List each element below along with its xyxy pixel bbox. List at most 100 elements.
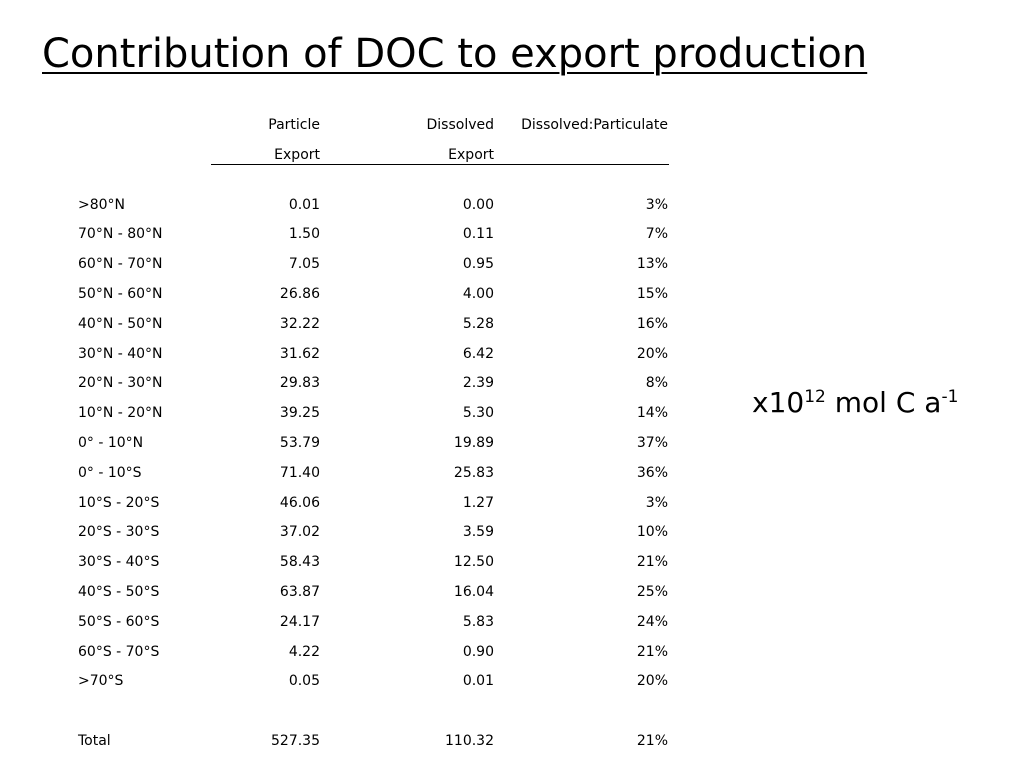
particle-export-cell: 37.02	[279, 524, 320, 541]
table-row: 40°S - 50°S 63.87 16.04 25%	[78, 578, 670, 608]
latitude-band-cell: 20°N - 30°N	[78, 375, 163, 392]
ratio-cell: 25%	[636, 583, 668, 600]
dissolved-export-cell: 16.04	[453, 583, 494, 600]
latitude-band-cell: 50°S - 60°S	[78, 613, 160, 630]
units-exponent-1: 12	[804, 387, 826, 407]
total-label: Total	[78, 733, 111, 750]
dissolved-export-cell: 1.27	[462, 494, 494, 511]
latitude-band-cell: 60°S - 70°S	[78, 643, 160, 660]
particle-export-cell: 1.50	[288, 226, 320, 243]
latitude-band-cell: 20°S - 30°S	[78, 524, 160, 541]
latitude-band-cell: 40°N - 50°N	[78, 315, 163, 332]
ratio-cell: 7%	[645, 226, 668, 243]
dissolved-export-cell: 5.83	[462, 613, 494, 630]
table-row: 50°N - 60°N 26.86 4.00 15%	[78, 280, 670, 310]
latitude-band-cell: 30°N - 40°N	[78, 345, 163, 362]
particle-export-cell: 0.05	[288, 673, 320, 690]
latitude-band-cell: 40°S - 50°S	[78, 583, 160, 600]
table-row: 60°N - 70°N 7.05 0.95 13%	[78, 250, 670, 280]
total-spacer	[78, 697, 670, 727]
header-dissolved-export: Export	[448, 146, 494, 163]
latitude-band-cell: 70°N - 80°N	[78, 226, 163, 243]
header-dissolved: Dissolved	[426, 117, 495, 133]
dissolved-export-cell: 5.28	[462, 315, 494, 332]
dissolved-export-cell: 3.59	[462, 524, 494, 541]
dissolved-export-cell: 25.83	[453, 464, 494, 481]
latitude-band-cell: 10°S - 20°S	[78, 494, 160, 511]
export-table: Particle Dissolved Dissolved:Particulate…	[78, 111, 670, 757]
dissolved-export-cell: 0.95	[462, 256, 494, 273]
table-row: 30°S - 40°S 58.43 12.50 21%	[78, 548, 670, 578]
table-row: 40°N - 50°N 32.22 5.28 16%	[78, 310, 670, 340]
header-particle-export: Export	[274, 146, 320, 163]
dissolved-export-cell: 0.01	[462, 673, 494, 690]
particle-export-cell: 53.79	[279, 434, 320, 451]
table-total-row: Total 527.35 110.32 21%	[78, 727, 670, 757]
table-row: >70°S 0.05 0.01 20%	[78, 667, 670, 697]
table-row: 0° - 10°S 71.40 25.83 36%	[78, 459, 670, 489]
header-spacer	[78, 171, 670, 191]
ratio-cell: 3%	[645, 494, 668, 511]
table-row: 30°N - 40°N 31.62 6.42 20%	[78, 340, 670, 370]
table-body: >80°N 0.01 0.00 3% 70°N - 80°N 1.50 0.11 7% 60°N…	[78, 191, 670, 698]
particle-export-cell: 7.05	[288, 256, 320, 273]
latitude-band-cell: 0° - 10°S	[78, 464, 142, 481]
ratio-cell: 36%	[636, 464, 668, 481]
table-row: 70°N - 80°N 1.50 0.11 7%	[78, 220, 670, 250]
units-prefix: x10	[752, 386, 805, 419]
table-header-row-2: Export Export	[78, 141, 670, 171]
page-title: Contribution of DOC to export production	[42, 31, 868, 77]
particle-export-cell: 24.17	[279, 613, 320, 630]
ratio-cell: 37%	[636, 434, 668, 451]
latitude-band-cell: 50°N - 60°N	[78, 285, 163, 302]
header-ratio: Dissolved:Particulate	[521, 117, 668, 133]
dissolved-export-cell: 12.50	[453, 554, 494, 571]
particle-export-cell: 32.22	[279, 315, 320, 332]
dissolved-export-cell: 0.90	[462, 643, 494, 660]
dissolved-export-cell: 5.30	[462, 405, 494, 422]
particle-export-cell: 26.86	[279, 285, 320, 302]
total-dissolved: 110.32	[445, 733, 494, 750]
ratio-cell: 10%	[636, 524, 668, 541]
dissolved-export-cell: 6.42	[462, 345, 494, 362]
total-ratio: 21%	[636, 733, 668, 750]
latitude-band-cell: 30°S - 40°S	[78, 554, 160, 571]
ratio-cell: 24%	[636, 613, 668, 630]
particle-export-cell: 29.83	[279, 375, 320, 392]
ratio-cell: 21%	[636, 554, 668, 571]
particle-export-cell: 46.06	[279, 494, 320, 511]
dissolved-export-cell: 2.39	[462, 375, 494, 392]
latitude-band-cell: >70°S	[78, 673, 124, 690]
particle-export-cell: 31.62	[279, 345, 320, 362]
units-mid: mol C a	[825, 386, 942, 419]
latitude-band-cell: 10°N - 20°N	[78, 405, 163, 422]
particle-export-cell: 58.43	[279, 554, 320, 571]
total-particle: 527.35	[271, 733, 320, 750]
units-exponent-2: -1	[941, 387, 959, 407]
table-row: 0° - 10°N 53.79 19.89 37%	[78, 429, 670, 459]
table-header-row-1: Particle Dissolved Dissolved:Particulate	[78, 111, 670, 141]
ratio-cell: 8%	[645, 375, 668, 392]
table-row: 50°S - 60°S 24.17 5.83 24%	[78, 608, 670, 638]
ratio-cell: 20%	[636, 345, 668, 362]
table-row: 10°S - 20°S 46.06 1.27 3%	[78, 489, 670, 519]
dissolved-export-cell: 19.89	[453, 434, 494, 451]
dissolved-export-cell: 4.00	[462, 285, 494, 302]
particle-export-cell: 71.40	[279, 464, 320, 481]
ratio-cell: 15%	[636, 285, 668, 302]
latitude-band-cell: 60°N - 70°N	[78, 256, 163, 273]
latitude-band-cell: >80°N	[78, 196, 126, 213]
table-row: 20°N - 30°N 29.83 2.39 8%	[78, 369, 670, 399]
particle-export-cell: 4.22	[288, 643, 320, 660]
table-row: 10°N - 20°N 39.25 5.30 14%	[78, 399, 670, 429]
particle-export-cell: 0.01	[288, 196, 320, 213]
ratio-cell: 20%	[636, 673, 668, 690]
table-row: 60°S - 70°S 4.22 0.90 21%	[78, 638, 670, 668]
particle-export-cell: 63.87	[279, 583, 320, 600]
dissolved-export-cell: 0.00	[462, 196, 494, 213]
ratio-cell: 3%	[645, 196, 668, 213]
dissolved-export-cell: 0.11	[462, 226, 494, 243]
units-label: x1012 mol C a-1	[752, 383, 958, 423]
ratio-cell: 14%	[636, 405, 668, 422]
table-row: 20°S - 30°S 37.02 3.59 10%	[78, 518, 670, 548]
